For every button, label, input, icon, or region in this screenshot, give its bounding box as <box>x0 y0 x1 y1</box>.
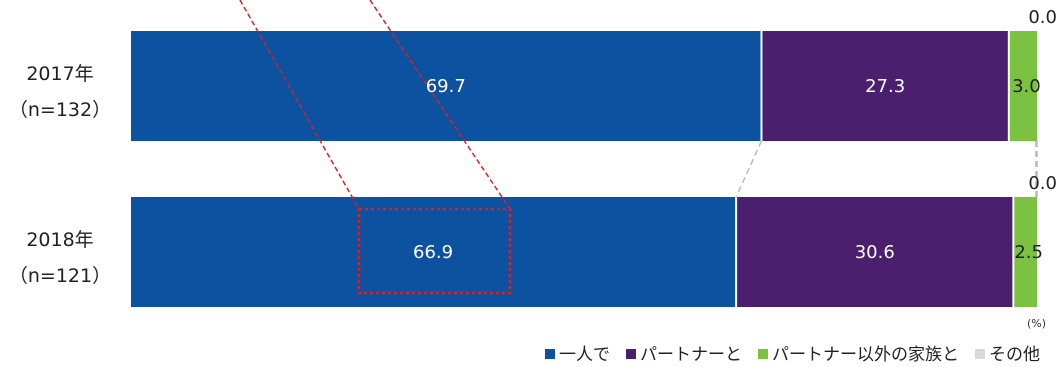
data-label-1-3: 3.0 <box>1012 76 1041 97</box>
bar-segment-1-2 <box>762 31 1008 141</box>
legend-swatch-3 <box>758 349 768 359</box>
legend-swatch-2 <box>626 349 636 359</box>
legend-label-2: パートナーと <box>640 345 742 365</box>
bars <box>131 31 1037 307</box>
connector-lines <box>735 140 1038 198</box>
legend-item-3: パートナー以外の家族と <box>758 345 959 365</box>
category-labels: 2017年 （n=132） 2018年 （n=121） <box>9 63 111 287</box>
data-label-2-2: 30.6 <box>855 242 895 263</box>
bar-segment-2-3 <box>1014 197 1037 307</box>
data-labels: 69.7 27.3 3.0 0.0 66.9 30.6 2.5 0.0 <box>413 7 1057 263</box>
category-label-2-line-2: （n=121） <box>9 265 111 287</box>
legend-item-1: 一人で <box>545 345 610 365</box>
legend-swatch-4 <box>975 349 985 359</box>
data-label-2-4: 0.0 <box>1028 173 1057 194</box>
legend: 一人で パートナーと パートナー以外の家族と その他 <box>545 345 1040 365</box>
data-label-1-2: 27.3 <box>865 76 905 97</box>
data-label-1-1: 69.7 <box>426 76 466 97</box>
data-label-1-4: 0.0 <box>1028 7 1057 28</box>
category-label-1-line-2: （n=132） <box>9 99 111 121</box>
bar-segment-1-3 <box>1009 31 1037 141</box>
category-label-1-line-1: 2017年 <box>26 63 93 85</box>
legend-item-2: パートナーと <box>626 345 742 365</box>
legend-label-4: その他 <box>989 345 1040 365</box>
bar-segment-1-1 <box>131 31 761 141</box>
bar-segment-2-2 <box>737 197 1013 307</box>
category-label-2-line-1: 2018年 <box>26 229 93 251</box>
unit-label: (%) <box>1027 317 1046 330</box>
connector-line-1 <box>735 140 763 198</box>
bar-segment-2-1 <box>131 197 736 307</box>
highlight-guide-left <box>239 0 360 210</box>
highlight-annotation <box>239 0 512 295</box>
legend-item-4: その他 <box>975 345 1040 365</box>
highlight-guide-right <box>369 0 511 210</box>
data-label-2-3: 2.5 <box>1014 242 1043 263</box>
data-label-2-1: 66.9 <box>413 242 453 263</box>
legend-swatch-1 <box>545 349 555 359</box>
legend-label-1: 一人で <box>559 345 610 365</box>
legend-label-3: パートナー以外の家族と <box>772 345 959 365</box>
highlight-box <box>357 207 512 295</box>
